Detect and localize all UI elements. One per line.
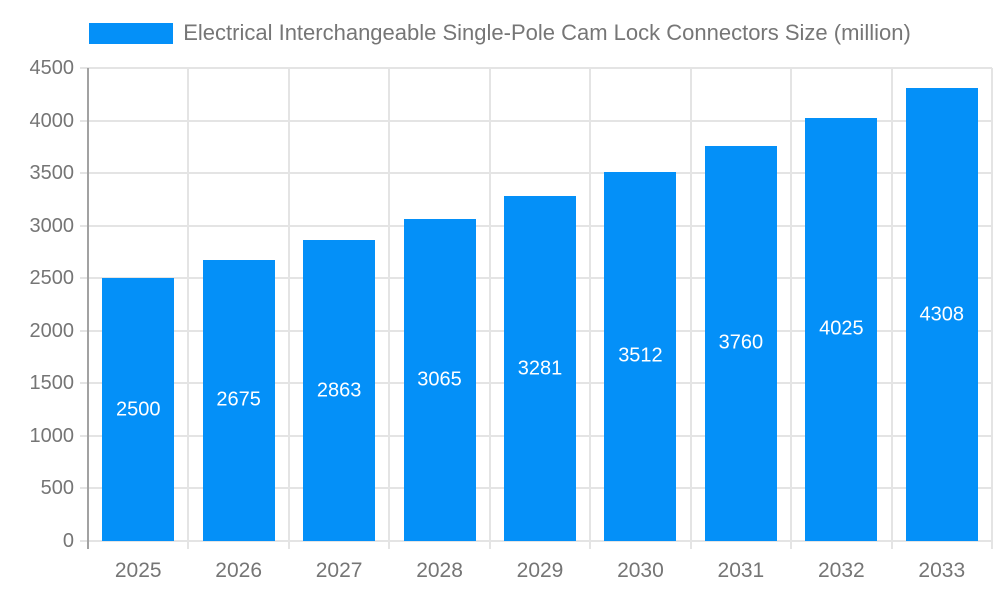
x-tick-label: 2030 (617, 559, 664, 582)
bar: 2675 (202, 259, 275, 541)
gridline-vertical (790, 68, 793, 549)
bar: 2863 (303, 240, 376, 541)
legend: Electrical Interchangeable Single-Pole C… (0, 20, 1000, 46)
y-tick-label: 3000 (29, 214, 75, 237)
x-tick-label: 2033 (918, 559, 966, 582)
bar-value-label: 4025 (819, 317, 864, 340)
x-tick-label: 2028 (416, 559, 463, 582)
gridline-vertical (991, 68, 993, 549)
gridline-vertical (890, 68, 893, 549)
gridline-horizontal (80, 119, 992, 122)
bar-value-label: 2863 (316, 379, 362, 402)
bar-value-label: 3065 (417, 368, 462, 391)
bar: 2500 (102, 278, 175, 541)
gridline-vertical (287, 68, 290, 549)
chart-title: Electrical Interchangeable Single-Pole C… (183, 20, 911, 45)
bar: 4308 (905, 88, 978, 541)
y-tick-label: 2500 (29, 267, 75, 290)
bar: 3281 (504, 196, 576, 541)
x-tick-label: 2025 (114, 559, 162, 582)
gridline-vertical (388, 68, 391, 549)
legend-swatch[interactable] (89, 22, 174, 44)
bar: 3760 (704, 145, 777, 541)
gridline-vertical (689, 68, 692, 549)
plot-area: 2500 2675 2863 3065 3281 3512 3760 4025 4308 (80, 67, 993, 549)
gridline-horizontal (80, 540, 992, 542)
bar-value-label: 3512 (618, 344, 663, 367)
x-tick-label: 2027 (315, 559, 363, 582)
bar: 3065 (403, 218, 476, 541)
x-tick-label: 2029 (516, 559, 564, 582)
x-tick-label: 2026 (215, 559, 263, 582)
gridline-vertical (187, 68, 190, 549)
gridline-horizontal (80, 67, 992, 69)
bar-value-label: 3281 (517, 357, 563, 380)
bar-value-label: 2500 (115, 398, 161, 421)
y-tick-label: 4500 (29, 57, 75, 79)
bar-value-label: 3760 (718, 331, 764, 354)
x-tick-label: 2031 (717, 559, 765, 582)
y-tick-label: 1500 (29, 372, 75, 395)
gridline-vertical (589, 68, 592, 549)
y-tick-label: 3500 (29, 162, 75, 185)
y-tick-label: 500 (40, 477, 74, 500)
y-tick-label: 1000 (29, 424, 75, 447)
bar-value-label: 4308 (919, 303, 965, 326)
gridline-vertical (488, 68, 491, 549)
bar: 4025 (805, 117, 878, 541)
bar-value-label: 2675 (216, 388, 261, 411)
gridline-horizontal (80, 172, 992, 175)
y-axis-line (87, 68, 89, 549)
x-tick-label: 2032 (817, 559, 865, 582)
bar: 3512 (604, 171, 677, 541)
y-tick-label: 2000 (29, 319, 75, 342)
y-tick-label: 0 (62, 530, 74, 552)
y-tick-label: 4000 (29, 109, 75, 132)
